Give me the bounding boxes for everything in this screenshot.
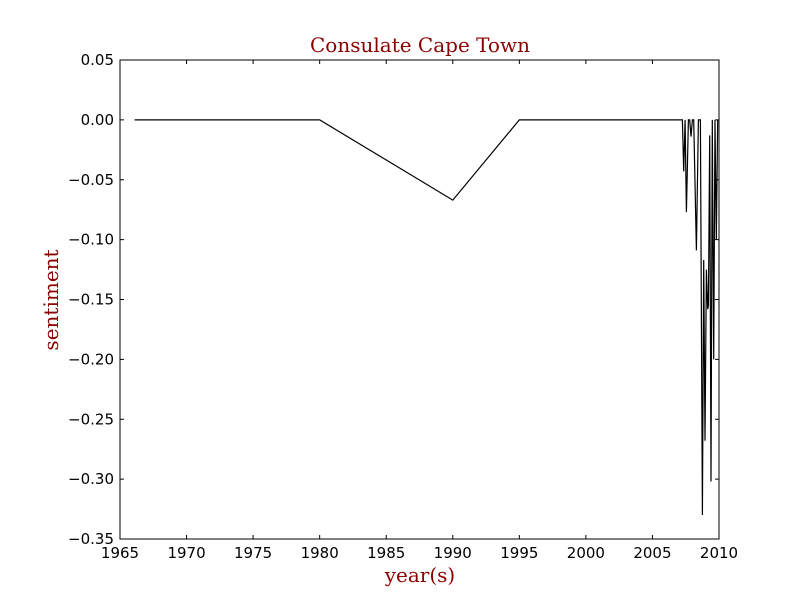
y-tick-label: −0.15	[68, 291, 114, 309]
y-axis-label: sentiment	[39, 249, 63, 350]
x-tick-label: 1990	[434, 544, 472, 562]
y-tick-label: −0.35	[68, 530, 114, 548]
x-tick-label: 1970	[167, 544, 205, 562]
y-tick-label: −0.10	[68, 231, 114, 249]
x-axis-label: year(s)	[384, 563, 456, 587]
x-tick-label: 1985	[367, 544, 405, 562]
x-tick-label: 1975	[234, 544, 272, 562]
chart-title: Consulate Cape Town	[310, 33, 530, 57]
y-tick-label: 0.00	[81, 111, 114, 129]
series-line-0	[134, 119, 719, 516]
y-tick-label: −0.25	[68, 410, 114, 428]
x-tick-label: 2000	[567, 544, 605, 562]
x-tick-label: 2005	[633, 544, 671, 562]
y-tick-label: −0.20	[68, 350, 114, 368]
x-tick-label: 1980	[301, 544, 339, 562]
plot-area: 1965 1970 1975 1980 1985 1990 1995 2000 2005 2010…	[68, 51, 738, 562]
x-tick-label: 1995	[500, 544, 538, 562]
y-tick-label: −0.30	[68, 470, 114, 488]
y-tick-label: −0.05	[68, 171, 114, 189]
y-tick-label: 0.05	[81, 51, 114, 69]
x-tick-label: 1965	[101, 544, 139, 562]
x-tick-label: 2010	[700, 544, 738, 562]
